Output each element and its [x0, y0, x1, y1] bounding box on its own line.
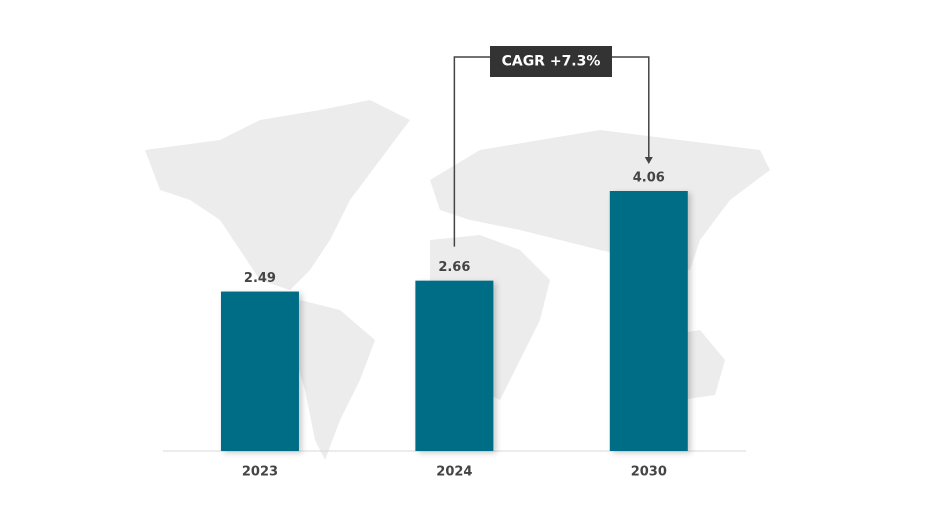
data-label: 2.66: [438, 260, 470, 275]
x-tick-label: 2030: [631, 465, 667, 480]
x-tick-label: 2023: [242, 465, 278, 480]
annotation-box: [490, 46, 612, 77]
bar: [220, 291, 299, 451]
bar: [415, 280, 494, 451]
x-tick-label: 2024: [436, 465, 472, 480]
bracket-arrow: [644, 157, 653, 164]
bar: [609, 191, 688, 451]
cagr-bracket: [453, 56, 653, 247]
data-label: 4.06: [633, 171, 665, 186]
annotation: CAGR +7.3%: [502, 54, 601, 70]
data-label: 2.49: [244, 271, 276, 286]
bracket-line: [453, 56, 650, 247]
